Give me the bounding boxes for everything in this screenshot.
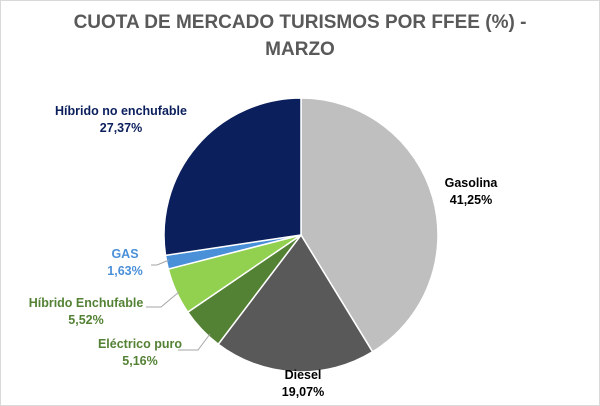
data-label-value: 5,16% <box>122 354 157 368</box>
data-label-gasolina: Gasolina 41,25% <box>445 176 499 207</box>
data-label-category: Híbrido Enchufable <box>29 296 144 310</box>
data-label-category: Diesel <box>285 368 322 382</box>
data-label-electrico-puro: Eléctrico puro 5,16% <box>98 337 182 368</box>
data-label-category: Eléctrico puro <box>98 337 182 351</box>
pie-slice-hibrido-no-enchufable <box>163 97 302 257</box>
chart-title: CUOTA DE MERCADO TURISMOS POR FFEE (%) -… <box>1 9 599 63</box>
data-label-hibrido-no-enchufable: Híbrido no enchufable 27,37% <box>55 104 187 135</box>
leader-lines <box>146 259 211 351</box>
leader-line-hibrido-enchufable <box>146 291 180 308</box>
data-label-value: 19,07% <box>282 385 324 399</box>
pie-slice-diesel <box>217 233 374 373</box>
data-label-category: Híbrido no enchufable <box>55 104 187 118</box>
chart-title-line-2: MARZO <box>265 39 335 60</box>
data-label-value: 5,52% <box>68 313 103 327</box>
data-labels: Gasolina 41,25% Diesel 19,07% Eléctrico puro… <box>29 104 499 399</box>
data-label-category: GAS <box>111 247 138 261</box>
leader-line-gas <box>151 259 170 266</box>
pie-slice-gasolina <box>300 97 439 353</box>
leader-line-electrico-puro <box>178 333 211 351</box>
chart-title-line-1: CUOTA DE MERCADO TURISMOS POR FFEE (%) - <box>73 12 527 33</box>
data-label-diesel: Diesel 19,07% <box>282 368 324 399</box>
data-label-gas: GAS 1,63% <box>107 247 142 278</box>
data-label-value: 1,63% <box>107 264 142 278</box>
data-label-value: 41,25% <box>450 193 492 207</box>
data-label-value: 27,37% <box>100 121 142 135</box>
pie-slices <box>163 97 439 373</box>
data-label-hibrido-enchufable: Híbrido Enchufable 5,52% <box>29 296 144 327</box>
data-label-category: Gasolina <box>445 176 499 190</box>
